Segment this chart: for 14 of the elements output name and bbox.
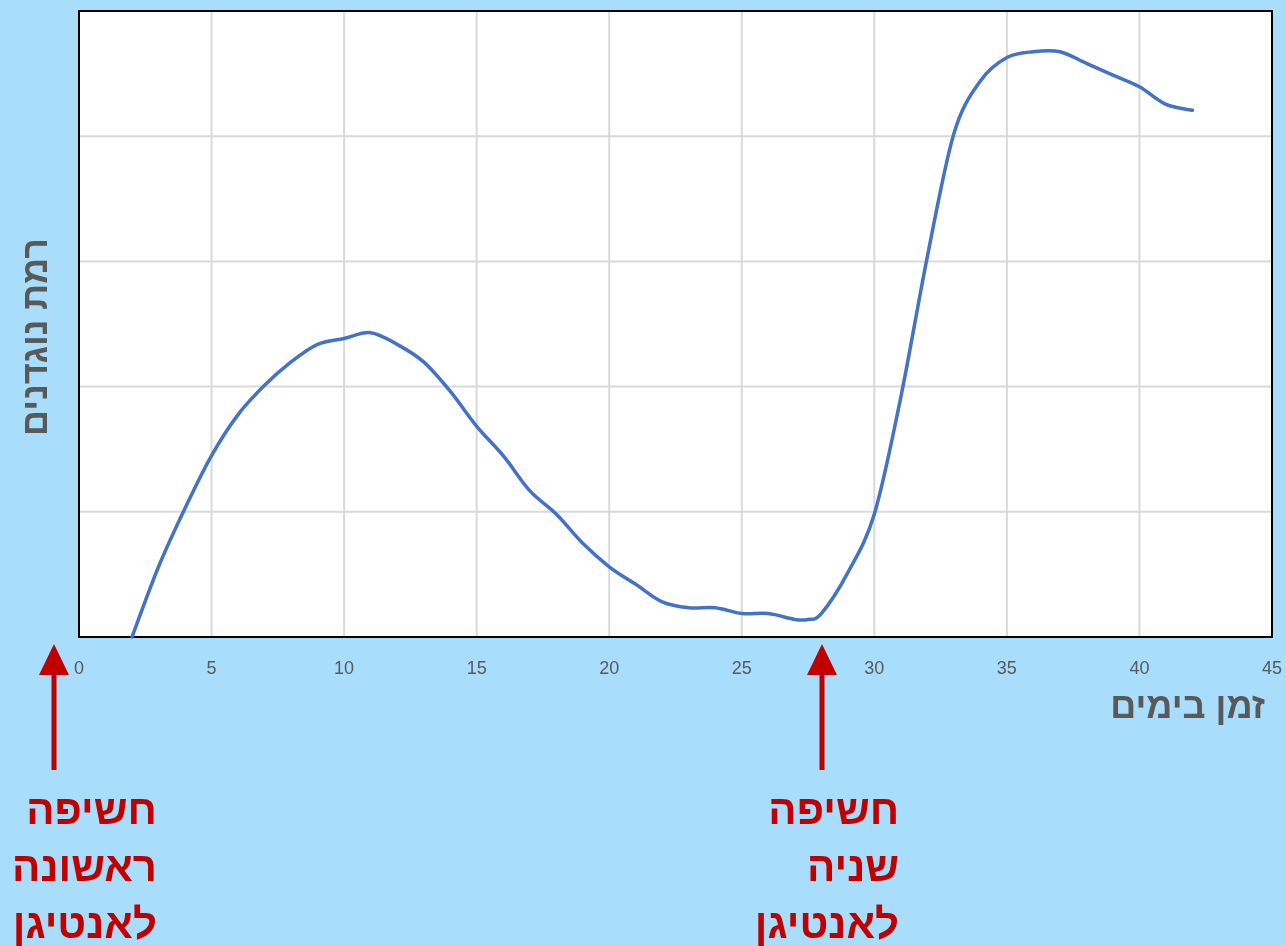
x-tick-label: 25 bbox=[731, 658, 752, 678]
x-tick-label: 35 bbox=[996, 658, 1017, 678]
x-tick-label: 0 bbox=[73, 658, 85, 678]
x-tick-label: 5 bbox=[206, 658, 217, 678]
x-tick-label: 20 bbox=[599, 658, 620, 678]
x-tick-label: 40 bbox=[1129, 658, 1150, 678]
x-tick-label: 15 bbox=[466, 658, 487, 678]
x-tick-label: 45 bbox=[1261, 658, 1283, 678]
text: חשיפה ראשונה לאנטיגן bbox=[12, 786, 157, 946]
text: חשיפה שניה לאנטיגן bbox=[754, 786, 900, 946]
x-tick-label: 30 bbox=[864, 658, 885, 678]
x-tick-label: 10 bbox=[334, 658, 355, 678]
x-axis-title: זמן בימים bbox=[1110, 685, 1265, 726]
y-axis-title: רמת נוגדנים bbox=[14, 238, 55, 436]
